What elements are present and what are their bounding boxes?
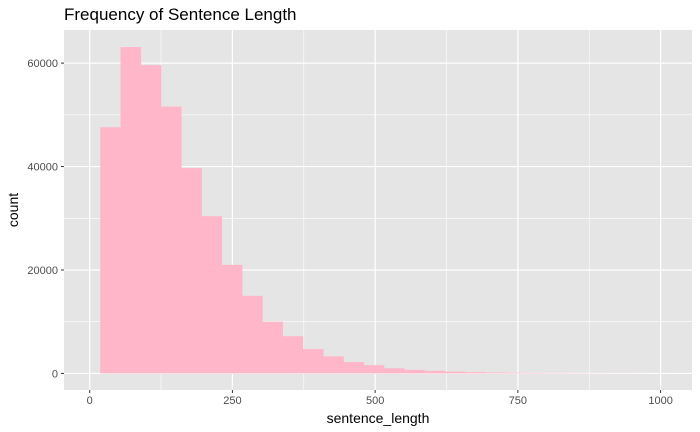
chart-title: Frequency of Sentence Length xyxy=(64,5,297,24)
histogram-bar xyxy=(444,371,466,374)
x-tick-label: 750 xyxy=(509,395,527,407)
x-tick-label: 250 xyxy=(223,395,241,407)
histogram-bar xyxy=(181,168,202,374)
histogram-bar xyxy=(201,216,223,374)
histogram-bar xyxy=(485,372,506,374)
y-tick-label: 20000 xyxy=(27,265,58,277)
histogram-bar xyxy=(505,372,527,374)
histogram-bar xyxy=(282,336,304,374)
histogram-bar xyxy=(140,65,162,374)
histogram-bar xyxy=(363,365,385,374)
histogram-bar xyxy=(262,321,283,374)
histogram-bar xyxy=(424,370,446,374)
x-tick-label: 1000 xyxy=(648,395,672,407)
x-tick-label: 0 xyxy=(87,395,93,407)
y-tick-label: 0 xyxy=(52,368,58,380)
y-axis-title: count xyxy=(5,193,21,227)
histogram-bar xyxy=(242,295,263,374)
y-tick-label: 60000 xyxy=(27,58,58,70)
x-axis-title: sentence_length xyxy=(327,410,430,426)
histogram-bar xyxy=(343,362,365,374)
y-axis-tick-labels: 0 20000 40000 60000 xyxy=(27,58,58,380)
histogram-bar xyxy=(323,356,344,374)
axis-ticks xyxy=(61,62,662,393)
x-axis-tick-labels: 0 250 500 750 1000 xyxy=(87,395,673,407)
y-tick-label: 40000 xyxy=(27,162,58,174)
x-tick-label: 500 xyxy=(366,395,384,407)
histogram-bar xyxy=(100,127,121,374)
histogram-bar xyxy=(404,369,425,374)
histogram-bars xyxy=(100,47,669,374)
histogram-bar xyxy=(302,349,324,374)
histogram-bar xyxy=(221,264,243,374)
histogram-bar xyxy=(161,106,182,374)
histogram-bar xyxy=(120,47,142,374)
histogram-bar xyxy=(383,368,405,374)
histogram-bar xyxy=(465,372,486,374)
